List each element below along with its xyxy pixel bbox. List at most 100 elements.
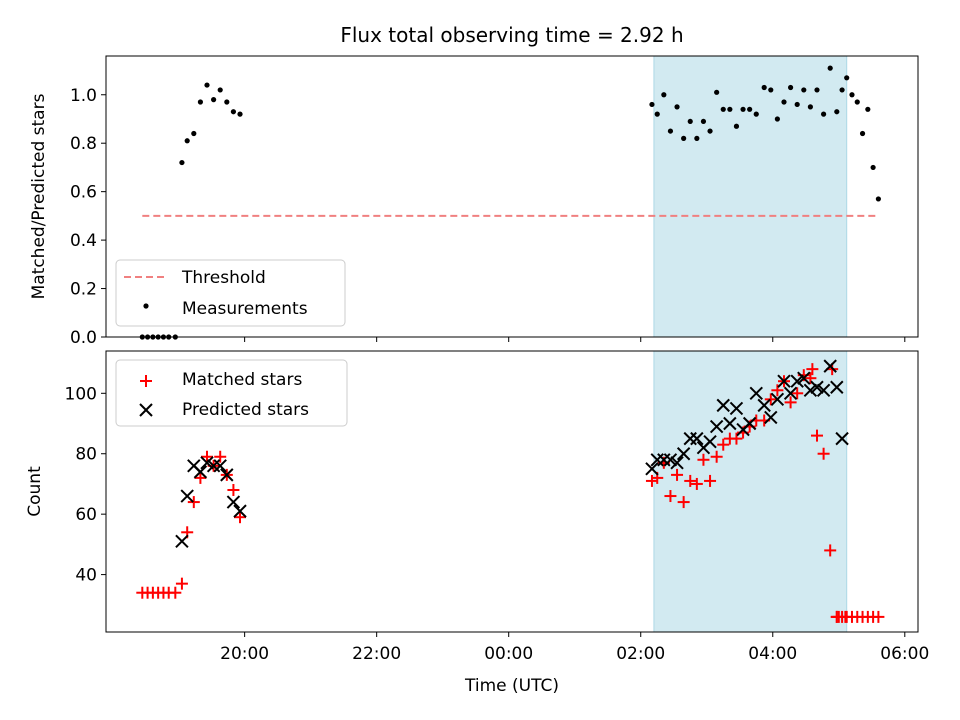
predicted-star-point xyxy=(709,419,724,434)
bottom-legend: Matched stars Predicted stars xyxy=(115,359,348,427)
top-shaded-interval xyxy=(653,55,848,338)
predicted-star-point xyxy=(676,447,691,461)
measurement-point xyxy=(774,116,780,122)
predicted-star-point xyxy=(729,401,744,416)
chart-title: Flux total observing time = 2.92 h xyxy=(340,23,683,47)
measurement-point xyxy=(654,111,660,117)
matched-star-point xyxy=(697,453,710,466)
predicted-star-point xyxy=(803,383,818,397)
matched-star-point xyxy=(214,450,227,463)
y-tick-label: 0.6 xyxy=(70,183,97,203)
matched-star-point xyxy=(804,372,817,385)
matched-star-point xyxy=(201,450,214,463)
legend-measurements-label: Measurements xyxy=(182,299,308,319)
measurement-point xyxy=(740,106,746,112)
y-tick-label: 0.2 xyxy=(70,280,97,300)
predicted-star-point xyxy=(716,398,730,413)
x-tick-label: 06:00 xyxy=(880,644,929,664)
x-tick-label: 02:00 xyxy=(616,644,665,664)
predicted-star-point xyxy=(180,489,194,503)
predicted-star-point xyxy=(220,468,234,482)
matched-star-point xyxy=(194,471,207,484)
y-tick-label: 1.0 xyxy=(70,86,97,106)
matched-star-point xyxy=(671,468,684,481)
bottom-y-ticks: 40 60 80 100 xyxy=(65,384,106,586)
predicted-star-point xyxy=(663,453,678,467)
measurement-point xyxy=(224,99,230,105)
matched-star-point xyxy=(684,474,697,487)
matched-star-point xyxy=(730,432,743,445)
matched-star-point xyxy=(872,610,885,623)
bottom-y-axis-label: Count xyxy=(25,466,45,517)
matched-star-point xyxy=(710,450,723,463)
measurement-point xyxy=(179,159,185,166)
measurement-point xyxy=(781,99,787,105)
predicted-star-point xyxy=(777,374,791,388)
bottom-panel: 40 60 80 100 20:00 22:00 00:00 02:00 04:00 06:00… xyxy=(25,350,929,696)
top-legend-box xyxy=(115,259,346,327)
measurement-point xyxy=(753,111,759,117)
measurement-point xyxy=(807,104,813,110)
matched-star-point xyxy=(806,363,819,376)
matched-star-point xyxy=(830,610,843,623)
predicted-star-point xyxy=(233,504,247,518)
measurement-point xyxy=(844,75,850,81)
measurement-point xyxy=(820,111,827,117)
measurement-point xyxy=(727,106,733,112)
bottom-legend-box xyxy=(115,359,348,427)
measurement-point xyxy=(859,130,866,137)
measurement-point xyxy=(237,111,243,117)
measurement-point xyxy=(834,109,840,115)
matched-star-point xyxy=(771,384,784,397)
matched-star-point xyxy=(677,496,690,509)
measurement-point xyxy=(870,164,876,171)
measurement-point xyxy=(674,104,680,110)
predicted-star-point xyxy=(797,371,811,385)
measurement-point xyxy=(768,87,774,93)
measurement-point xyxy=(875,196,881,202)
predicted-star-point xyxy=(742,416,757,431)
y-tick-label: 0.4 xyxy=(70,231,97,251)
y-tick-label: 0.0 xyxy=(70,328,97,348)
measurement-point xyxy=(667,128,674,134)
measurement-point xyxy=(197,99,204,105)
matched-star-point xyxy=(664,490,677,503)
measurement-point xyxy=(761,84,767,91)
matched-star-point xyxy=(690,477,703,490)
measurement-point xyxy=(865,106,871,112)
measurement-point xyxy=(211,97,217,103)
measurement-point xyxy=(681,135,687,141)
predicted-star-point xyxy=(816,383,831,397)
matched-star-point xyxy=(764,393,777,406)
legend-matched-swatch xyxy=(140,375,152,387)
measurement-point xyxy=(204,82,210,88)
matched-star-point xyxy=(227,483,240,496)
matched-star-point xyxy=(791,387,804,400)
predicted-star-point xyxy=(703,434,717,449)
matched-star-point xyxy=(784,396,797,409)
measurement-point xyxy=(854,99,860,105)
shaded-interval-rect xyxy=(653,350,848,633)
bottom-x-ticks: 20:00 22:00 00:00 02:00 04:00 06:00 xyxy=(220,632,929,664)
measurement-point xyxy=(217,87,223,93)
measurement-point xyxy=(747,106,753,112)
legend-predicted-label: Predicted stars xyxy=(182,400,309,420)
predicted-star-point xyxy=(749,386,763,401)
top-x-ticks xyxy=(244,337,906,342)
predicted-star-point xyxy=(200,456,214,470)
y-tick-label: 40 xyxy=(75,566,97,586)
top-panel: 0.0 0.2 0.4 0.6 0.8 1.0 Matched/Predicted sta… xyxy=(29,55,919,348)
measurement-point xyxy=(649,101,655,108)
measurement-point xyxy=(707,128,713,134)
predicted-star-point xyxy=(723,416,737,431)
predicted-star-point xyxy=(830,380,844,394)
top-legend: Threshold Measurements xyxy=(115,259,346,327)
y-tick-label: 60 xyxy=(75,505,97,525)
predicted-star-point xyxy=(770,392,785,407)
x-tick-label: 04:00 xyxy=(748,644,797,664)
legend-measurements-swatch xyxy=(143,303,149,309)
bottom-axes-frame xyxy=(105,350,919,633)
measurement-point xyxy=(700,118,707,125)
predicted-star-point xyxy=(823,359,837,373)
